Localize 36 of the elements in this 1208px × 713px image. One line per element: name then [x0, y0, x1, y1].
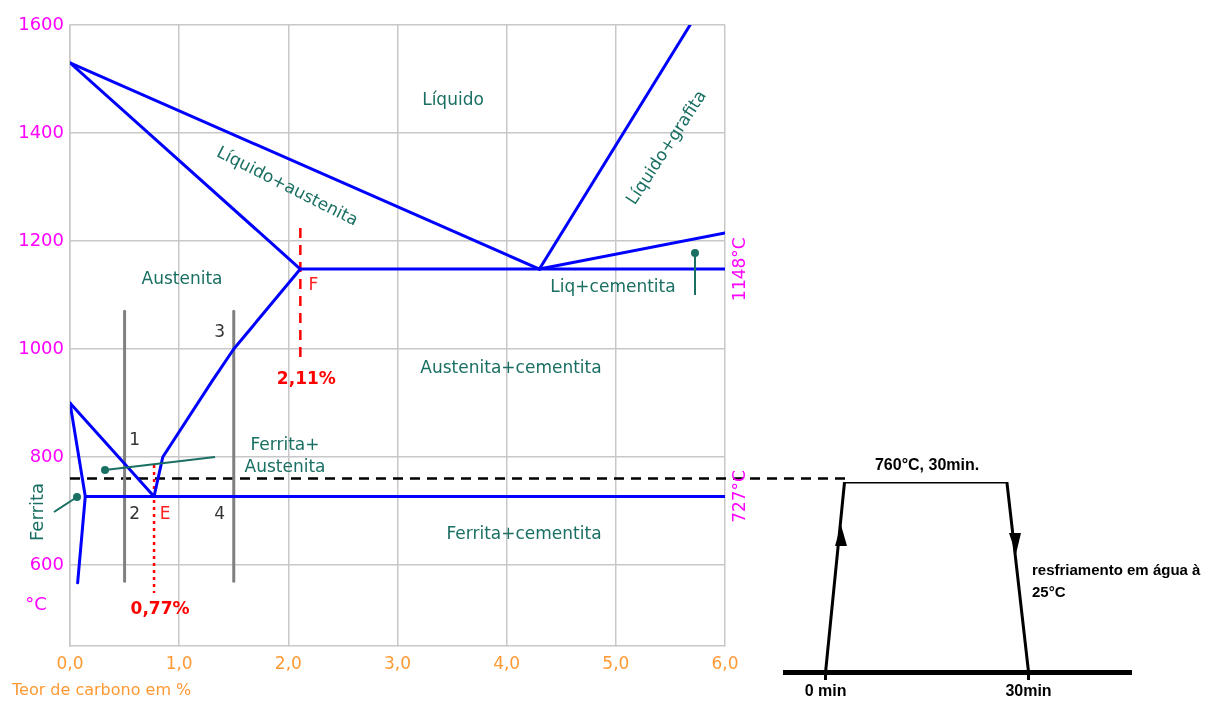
annotation: Austenita	[141, 268, 223, 289]
annotation: 727°C	[729, 470, 750, 523]
y-tick-label: 1400	[18, 120, 64, 142]
annotation: 3	[214, 321, 226, 342]
annotation: Líquido	[422, 89, 484, 110]
ref-line-label: 0,77%	[130, 598, 190, 619]
x-tick-label: 1,0	[165, 652, 193, 673]
annotation: Ferrita+cementita	[446, 523, 602, 544]
y-tick-label: 600	[29, 552, 64, 574]
annotation: E	[159, 502, 171, 523]
x-tick-label: 4,0	[493, 652, 521, 673]
text: Ferrita	[25, 482, 47, 542]
annotation: Ferrita+ Austenita	[244, 434, 326, 477]
x-tick-label: 5,0	[602, 652, 630, 673]
x-tick-label: 0 min	[804, 682, 847, 700]
x-tick-label: 3,0	[383, 652, 412, 673]
annotation: Austenita+cementita	[420, 357, 602, 378]
annotation: Liq+cementita	[550, 276, 676, 297]
annotation: 1	[129, 428, 140, 449]
ref-line-label: 2,11%	[276, 368, 336, 389]
x-tick-label: 30min	[1005, 682, 1052, 700]
y-tick-label: 1000	[18, 336, 64, 358]
x-tick-label: 0,0	[56, 652, 84, 673]
y-tick-label: 1600	[18, 12, 64, 34]
annotation: F	[308, 273, 319, 294]
y-axis-title: °C	[25, 592, 47, 614]
annotation: 2	[129, 502, 140, 523]
x-tick-label: 2,0	[274, 652, 302, 673]
annotation: 1148°C	[729, 237, 750, 301]
y-tick-label: 1200	[18, 228, 64, 250]
x-axis-title: Teor de carbono em %	[11, 680, 192, 700]
annotation: 760°C, 30min.	[874, 456, 980, 474]
x-tick-label: 6,0	[711, 652, 739, 673]
y-tick-label: 800	[29, 444, 64, 466]
annotation: resfriamento em água à 25°C	[1032, 561, 1202, 601]
annotation: 4	[214, 502, 226, 523]
